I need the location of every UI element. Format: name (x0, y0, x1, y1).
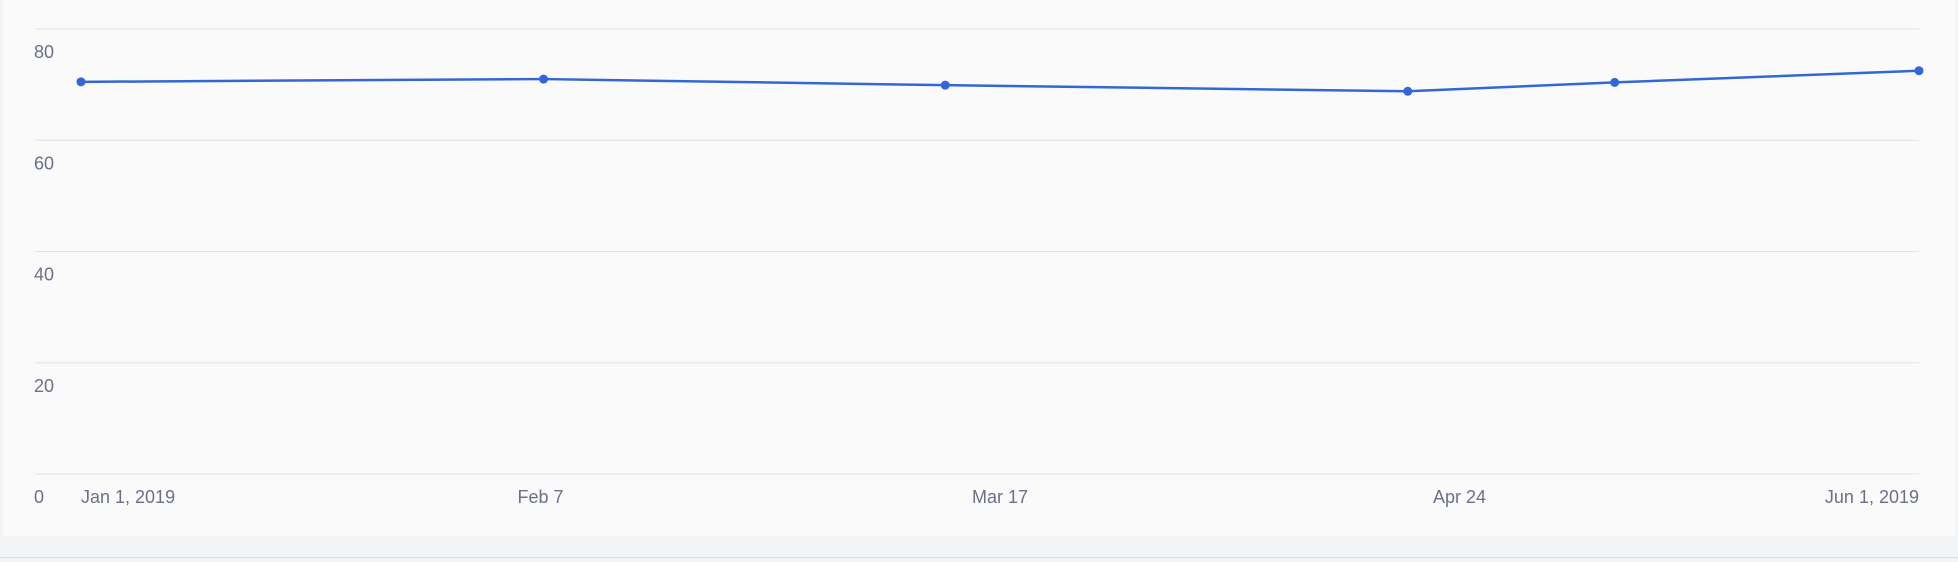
x-axis-ticks: Jan 1, 2019 Feb 7 Mar 17 Apr 24 Jun 1, 2019 (81, 487, 1919, 507)
data-point[interactable] (539, 74, 549, 84)
y-tick-label: 80 (34, 42, 54, 62)
x-tick-label: Jun 1, 2019 (1825, 487, 1919, 507)
bottom-divider (0, 557, 1958, 558)
series-line (80, 69, 1920, 93)
y-axis-ticks: 0 20 40 60 80 (34, 42, 54, 507)
data-point[interactable] (76, 77, 86, 87)
data-point[interactable] (1403, 86, 1413, 96)
data-point[interactable] (1914, 66, 1924, 76)
x-tick-label: Mar 17 (972, 487, 1028, 507)
y-tick-label: 40 (34, 265, 54, 285)
x-tick-label: Jan 1, 2019 (81, 487, 175, 507)
data-point[interactable] (1610, 77, 1620, 87)
grid-lines (35, 28, 1919, 475)
data-point[interactable] (940, 80, 950, 90)
chart-panel (3, 0, 1955, 536)
y-tick-label: 20 (34, 376, 54, 396)
y-tick-label: 60 (34, 153, 54, 173)
x-tick-label: Feb 7 (517, 487, 563, 507)
y-tick-label: 0 (34, 487, 44, 507)
x-tick-label: Apr 24 (1433, 487, 1486, 507)
series-layer (76, 66, 1924, 96)
